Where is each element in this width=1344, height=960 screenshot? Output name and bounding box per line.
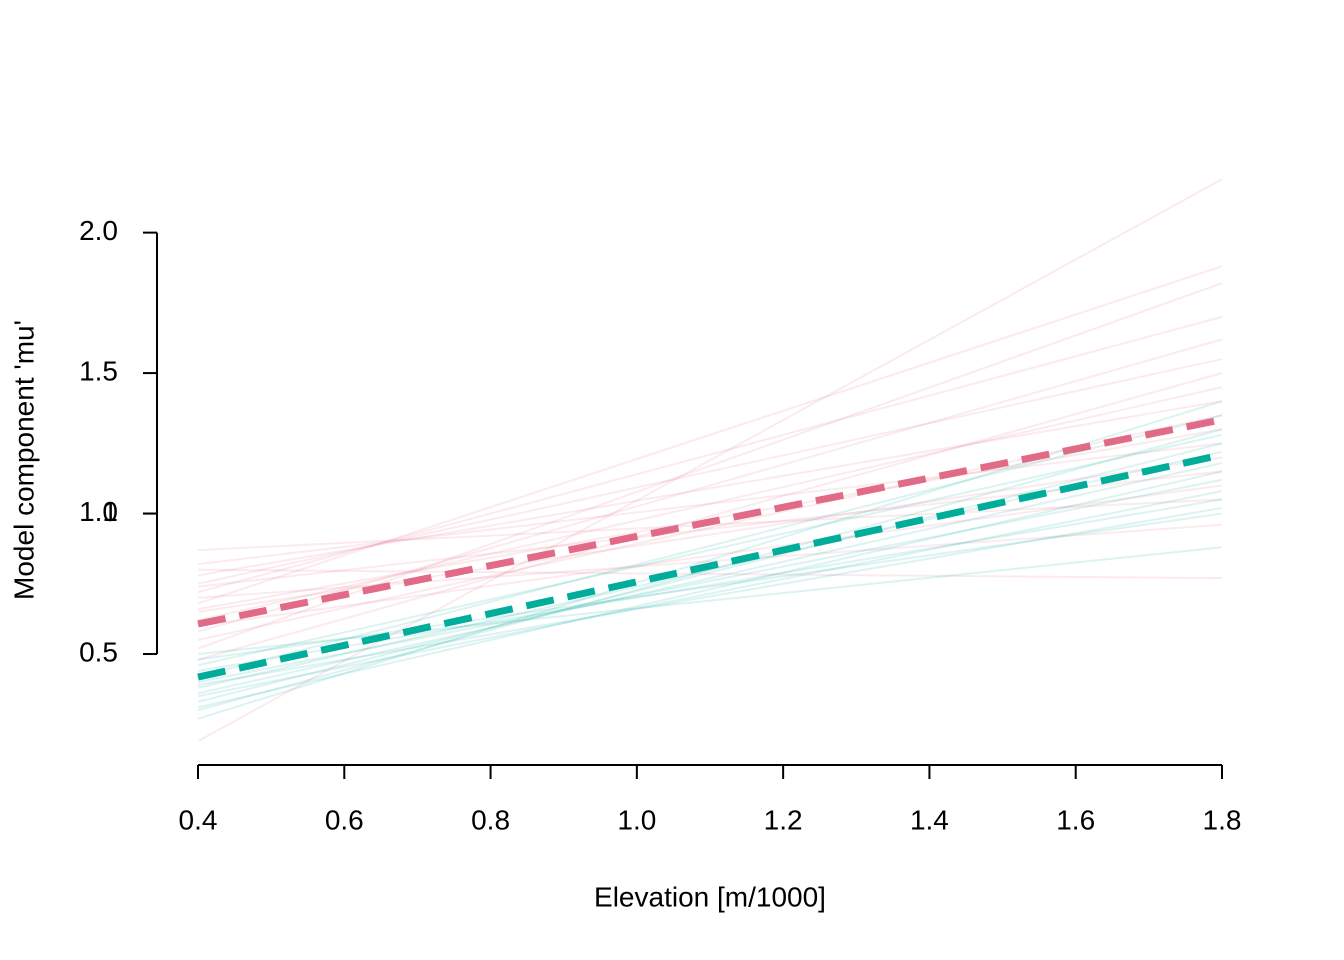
sample-line <box>197 400 1223 577</box>
x-tick-label: 1.8 <box>1203 804 1242 835</box>
sample-line <box>197 442 1223 566</box>
sample-line <box>197 484 1223 627</box>
sample-line <box>197 400 1223 720</box>
sample-line <box>197 338 1223 633</box>
sample-line <box>197 523 1223 599</box>
sample-line <box>197 178 1223 742</box>
y-tick-label: 2.0 <box>79 215 118 246</box>
x-axis-label: Elevation [m/1000] <box>594 881 826 912</box>
sample-line <box>197 568 1223 580</box>
sample-line <box>197 470 1223 709</box>
x-tick-label: 1.2 <box>764 804 803 835</box>
sample-line <box>197 358 1223 585</box>
sample-line <box>197 506 1223 686</box>
sample-line <box>197 546 1223 656</box>
y-axis-label: Model component 'mu' <box>8 320 39 600</box>
sample-line <box>197 462 1223 695</box>
sample-line <box>197 428 1223 712</box>
y-tick-label: 1.0 <box>79 496 118 527</box>
sample-line <box>197 456 1223 613</box>
y-tick-label: 0.5 <box>79 636 118 667</box>
sample-line <box>197 442 1223 703</box>
x-tick-label: 1.6 <box>1056 804 1095 835</box>
sample-line <box>197 372 1223 661</box>
sample-line <box>197 414 1223 678</box>
sample-line <box>197 433 1223 667</box>
y-tick-label: 1 <box>102 496 118 527</box>
sample-line <box>197 470 1223 588</box>
sample-line <box>197 478 1223 684</box>
x-tick-label: 0.6 <box>325 804 364 835</box>
x-tick-label: 0.8 <box>471 804 510 835</box>
mean-line <box>197 416 1223 628</box>
sample-line <box>197 315 1223 594</box>
y-tick-label: 1.5 <box>79 355 118 386</box>
x-tick-label: 0.4 <box>179 804 218 835</box>
sample-line <box>197 450 1223 689</box>
sample-line <box>197 490 1223 698</box>
mean-line <box>197 451 1223 681</box>
x-tick-label: 1.4 <box>910 804 949 835</box>
sample-line <box>197 414 1223 641</box>
x-tick-label: 1.0 <box>617 804 656 835</box>
sample-line <box>197 386 1223 622</box>
sample-line <box>197 512 1223 661</box>
sample-line <box>197 265 1223 605</box>
